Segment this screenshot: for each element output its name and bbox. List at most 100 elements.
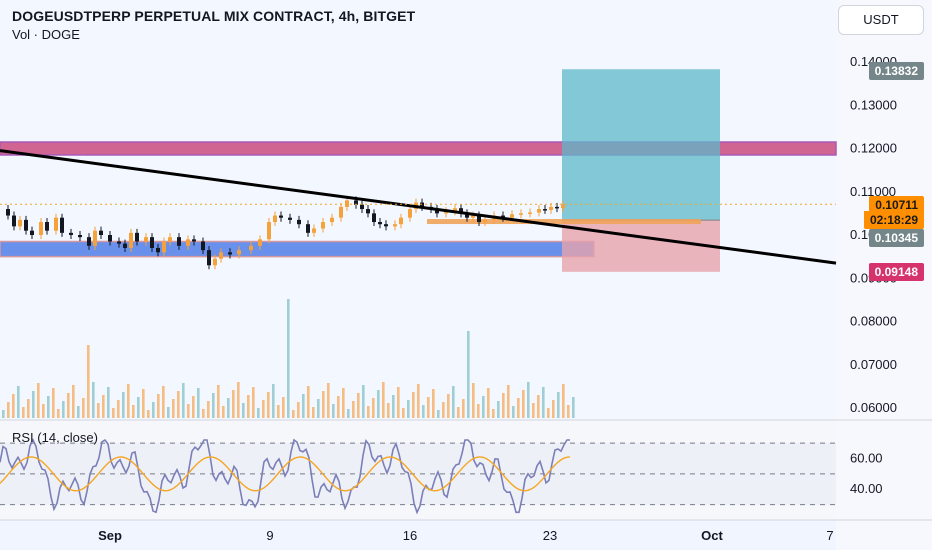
candle-body <box>207 250 211 266</box>
candle-body <box>273 215 277 223</box>
volume-bar <box>212 393 215 418</box>
stop-price-tag: 0.09148 <box>868 263 924 281</box>
volume-bar <box>62 401 65 418</box>
volume-bar <box>427 397 430 418</box>
candle-body <box>459 208 463 214</box>
volume-bar <box>432 389 435 418</box>
volume-bar <box>182 383 185 418</box>
volume-bar <box>227 398 230 418</box>
volume-bar <box>457 407 460 418</box>
volume-bar <box>397 387 400 418</box>
candle-body <box>360 204 364 210</box>
volume-bar <box>177 391 180 418</box>
candle-body <box>168 237 172 242</box>
volume-bar <box>12 394 15 418</box>
volume-bar <box>552 400 555 418</box>
volume-bar <box>502 393 505 418</box>
volume-bar <box>82 398 85 418</box>
volume-bar <box>462 399 465 418</box>
candle-body <box>99 230 103 235</box>
volume-bar <box>102 395 105 418</box>
volume-bar <box>497 401 500 418</box>
volume-bar <box>287 299 290 418</box>
countdown-tag: 02:18:29 <box>863 211 924 229</box>
candle-body <box>24 219 28 231</box>
candle-body <box>312 228 316 233</box>
y-tick-label: 0.12000 <box>850 141 897 156</box>
volume-bar <box>332 404 335 418</box>
candle-body <box>39 222 43 235</box>
candle-body <box>249 245 253 251</box>
candle-body <box>354 200 358 205</box>
rsi-label: RSI (14, close) <box>12 430 98 445</box>
volume-bar <box>437 410 440 418</box>
volume-bar <box>572 397 575 418</box>
volume-bar <box>52 388 55 418</box>
candle-body <box>135 232 139 242</box>
candle-body <box>372 213 376 223</box>
y-tick-label: 0.11000 <box>850 184 896 199</box>
x-tick-label: 23 <box>543 528 557 543</box>
candle-body <box>45 222 49 231</box>
volume-bar <box>217 385 220 418</box>
volume-bar <box>422 405 425 418</box>
candle-body <box>483 219 487 223</box>
volume-bar <box>42 404 45 418</box>
volume-bar <box>472 383 475 418</box>
candle-body <box>6 209 10 216</box>
volume-bar <box>162 386 165 418</box>
volume-bar <box>22 407 25 418</box>
volume-bar <box>207 401 210 418</box>
candle-body <box>108 235 112 242</box>
volume-bar <box>517 398 520 418</box>
candle-body <box>237 250 241 255</box>
volume-bar <box>392 395 395 418</box>
volume-bar <box>317 399 320 418</box>
volume-bar <box>147 410 150 418</box>
candle-body <box>339 206 343 218</box>
currency-button[interactable]: USDT <box>838 5 924 35</box>
candle-body <box>150 237 154 248</box>
volume-bar <box>187 404 190 418</box>
volume-bar <box>112 408 115 418</box>
candle-body <box>366 209 370 214</box>
volume-bar <box>357 393 360 418</box>
candle-body <box>156 247 160 253</box>
volume-bar <box>57 409 60 418</box>
volume-bar <box>562 384 565 418</box>
candle-body <box>30 230 34 235</box>
volume-bar <box>137 397 140 418</box>
volume-bar <box>252 387 255 418</box>
volume-bar <box>387 403 390 418</box>
trendline <box>0 149 837 265</box>
volume-bar <box>157 394 160 418</box>
candle-body <box>471 215 475 218</box>
rsi-moving-average <box>0 456 571 492</box>
volume-bar <box>482 396 485 418</box>
y-tick-label: 0.08000 <box>850 314 897 329</box>
candle-body <box>213 258 217 266</box>
volume-bar <box>282 397 285 418</box>
volume-bar <box>477 404 480 418</box>
candle-body <box>306 224 310 233</box>
chart-title: DOGEUSDTPERP PERPETUAL MIX CONTRACT, 4h,… <box>12 8 416 24</box>
volume-bar <box>532 403 535 418</box>
candle-body <box>537 209 541 213</box>
volume-bar <box>347 409 350 418</box>
candle-body <box>279 215 283 218</box>
volume-bar <box>142 389 145 418</box>
candle-body <box>60 217 64 233</box>
volume-bar <box>37 383 40 418</box>
entry-price-tag: 0.10345 <box>868 229 924 247</box>
volume-bar <box>377 390 380 418</box>
y-tick-label: 0.06000 <box>850 400 897 415</box>
volume-bar <box>257 408 260 418</box>
volume-bar <box>527 382 530 418</box>
x-tick-label: Sep <box>98 528 122 543</box>
candle-body <box>378 222 382 225</box>
candle-body <box>561 204 565 209</box>
volume-bar <box>567 405 570 418</box>
volume-bar <box>307 386 310 418</box>
volume-bar <box>117 400 120 418</box>
